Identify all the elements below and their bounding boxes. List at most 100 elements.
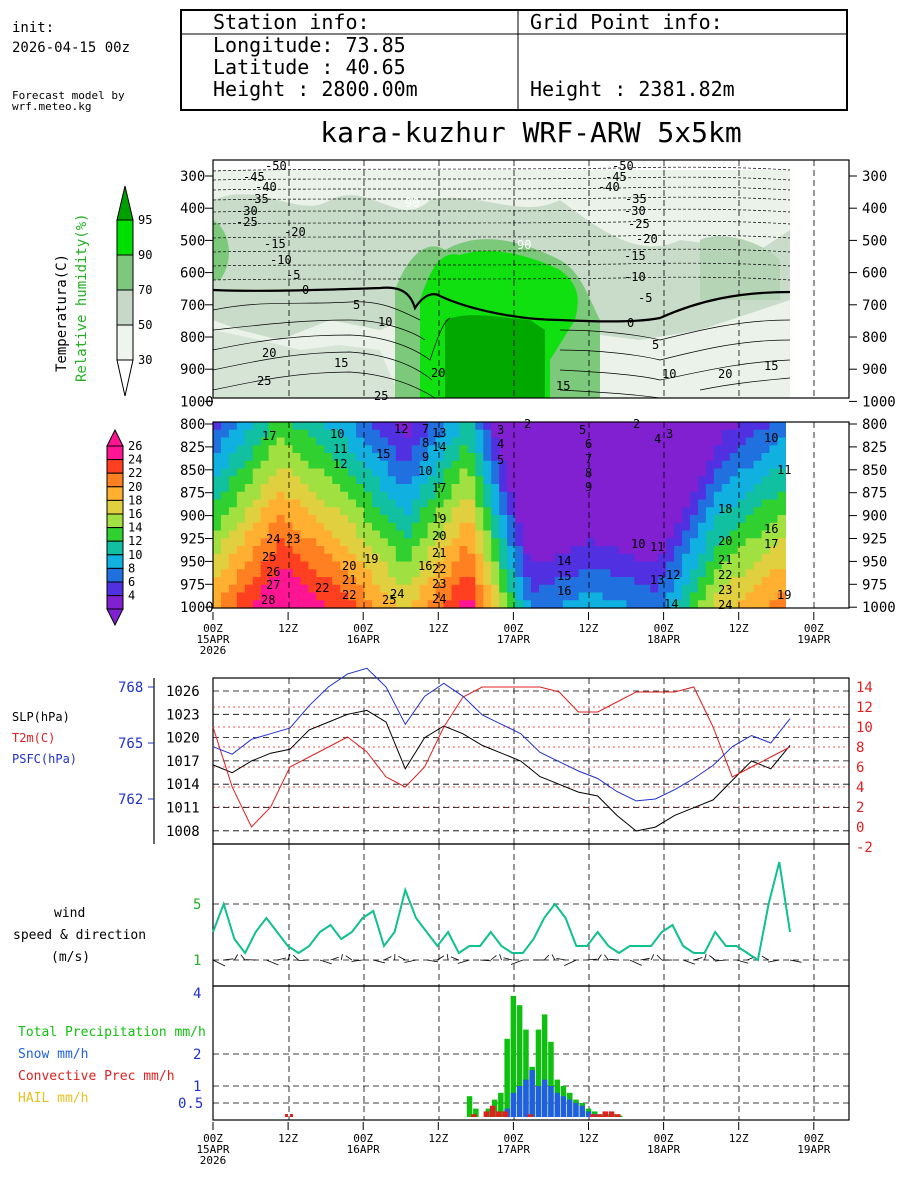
temperature-cell bbox=[244, 577, 254, 586]
temperature-cell bbox=[451, 453, 461, 462]
t2m-legend-label: T2m(C) bbox=[12, 731, 55, 745]
temperature-cell bbox=[483, 507, 492, 516]
temperature-cell bbox=[562, 429, 572, 439]
temperature-cell bbox=[213, 491, 222, 501]
temperature-cell bbox=[507, 476, 516, 485]
temperature-cell bbox=[610, 460, 620, 470]
temperature-cell bbox=[364, 437, 373, 446]
temperature-cell bbox=[427, 437, 437, 446]
temperature-cell bbox=[554, 445, 564, 454]
temperature-cell bbox=[467, 600, 476, 609]
temperature-cell bbox=[292, 584, 302, 594]
temperature-cell bbox=[475, 584, 484, 594]
temperature-cell bbox=[292, 422, 302, 431]
temperature-cell bbox=[507, 515, 516, 524]
time-tick-date: 16APR bbox=[347, 633, 380, 646]
temperature-cell bbox=[308, 437, 317, 446]
temperature-cell bbox=[220, 437, 230, 446]
temperature-cell bbox=[515, 507, 524, 516]
temperature-contour-label: 11 bbox=[777, 463, 791, 477]
temperature-cell bbox=[356, 584, 365, 594]
temperature-cell bbox=[228, 569, 238, 578]
temperature-cell bbox=[411, 522, 421, 532]
temperature-cell bbox=[443, 569, 453, 578]
temperature-cell bbox=[697, 600, 707, 609]
temperature-cell bbox=[499, 561, 508, 570]
temperature-cell bbox=[721, 468, 731, 477]
temperature-cell bbox=[562, 422, 572, 431]
temperature-cell bbox=[459, 507, 468, 516]
temperature-cell bbox=[427, 476, 437, 485]
temperature-cell bbox=[674, 546, 683, 555]
wind-barb bbox=[629, 959, 642, 966]
temperature-cell bbox=[292, 546, 302, 555]
temperature-cell bbox=[610, 538, 620, 547]
temperature-cell bbox=[761, 577, 771, 586]
upper-ytick-label: 800 bbox=[180, 330, 205, 346]
temperature-cell bbox=[769, 453, 779, 462]
temperature-cell bbox=[443, 468, 453, 477]
temperature-cell bbox=[292, 453, 302, 462]
temperature-cell bbox=[721, 515, 731, 524]
temperature-contour-label: 17 bbox=[432, 481, 446, 495]
temperature-cell bbox=[260, 530, 270, 539]
temperature-cell bbox=[372, 445, 381, 454]
wind-barb bbox=[450, 956, 459, 961]
temperature-cell bbox=[523, 515, 532, 524]
temperature-cell bbox=[340, 553, 349, 563]
precip-bar bbox=[502, 1111, 508, 1117]
model-credit-line1: Forecast model by bbox=[12, 89, 125, 102]
temperature-cell bbox=[674, 453, 683, 462]
temperature-cell bbox=[491, 445, 500, 454]
temperature-cell bbox=[523, 484, 532, 493]
temperature-cell bbox=[666, 429, 675, 439]
temperature-cell bbox=[523, 538, 532, 547]
time-tick-label: 12Z bbox=[579, 622, 599, 635]
temperature-cell bbox=[268, 499, 278, 508]
temperature-cell bbox=[213, 484, 222, 493]
svg-text:-35: -35 bbox=[625, 192, 647, 206]
time-tick-label: 00Z bbox=[353, 1132, 373, 1145]
temperature-cell bbox=[419, 522, 429, 532]
temperature-cell bbox=[753, 507, 763, 516]
precip-bar bbox=[516, 1005, 523, 1117]
temperature-cell bbox=[467, 584, 476, 594]
precip-tick-4: 4 bbox=[193, 986, 201, 1002]
temperature-cell bbox=[666, 460, 675, 470]
temperature-cell bbox=[451, 499, 461, 508]
temperature-cell bbox=[634, 546, 643, 555]
rh-mid-region-2 bbox=[213, 220, 229, 280]
temperature-cell bbox=[292, 460, 302, 470]
temperature-cell bbox=[427, 538, 437, 547]
time-tick-label: 12Z bbox=[278, 1132, 298, 1145]
temperature-cell bbox=[403, 468, 413, 477]
temperature-cell bbox=[531, 437, 540, 446]
temperature-cell bbox=[459, 422, 468, 431]
temperature-cell bbox=[268, 460, 278, 470]
temperature-cell bbox=[578, 553, 588, 563]
temperature-cell bbox=[395, 515, 405, 524]
temperature-cell bbox=[610, 577, 620, 586]
temperature-cell bbox=[602, 476, 612, 485]
temperature-cell bbox=[515, 553, 524, 563]
temperature-cell bbox=[236, 499, 246, 508]
temperature-cell bbox=[642, 507, 651, 516]
temperature-cell bbox=[228, 499, 238, 508]
temperature-cell bbox=[435, 437, 445, 446]
temperature-cell bbox=[213, 592, 222, 601]
temperature-cell bbox=[276, 584, 286, 594]
temperature-cell bbox=[379, 546, 389, 555]
precip-bar bbox=[585, 1111, 592, 1117]
temperature-cell bbox=[483, 515, 492, 524]
temperature-cell bbox=[674, 569, 683, 578]
temperature-cell bbox=[467, 577, 476, 586]
temperature-cell bbox=[300, 553, 309, 563]
wind-barb bbox=[404, 959, 417, 963]
temperature-cell bbox=[364, 515, 373, 524]
temperature-cell bbox=[690, 453, 699, 462]
temperature-cell bbox=[745, 530, 755, 539]
temperature-cell bbox=[268, 491, 278, 501]
temperature-cell bbox=[316, 468, 325, 477]
temperature-cell bbox=[324, 445, 333, 454]
